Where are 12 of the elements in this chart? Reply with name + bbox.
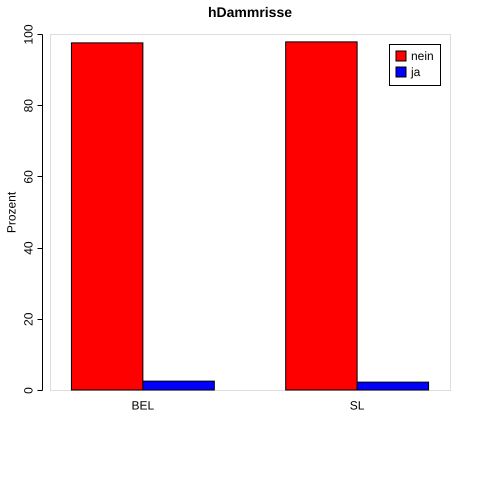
x-tick-label: SL xyxy=(350,398,365,412)
y-axis-title: Prozent xyxy=(4,191,18,234)
y-tick-label: 60 xyxy=(22,170,36,184)
chart-title: hDammrisse xyxy=(208,4,292,20)
y-tick-label: 0 xyxy=(22,386,36,394)
legend-label: nein xyxy=(411,49,434,63)
y-tick-label: 40 xyxy=(22,241,36,255)
y-tick-label: 100 xyxy=(22,24,36,45)
y-tick-label: 20 xyxy=(22,312,36,326)
legend-label: ja xyxy=(410,65,421,79)
y-tick-label: 80 xyxy=(22,98,36,112)
x-tick-label: BEL xyxy=(132,398,155,412)
